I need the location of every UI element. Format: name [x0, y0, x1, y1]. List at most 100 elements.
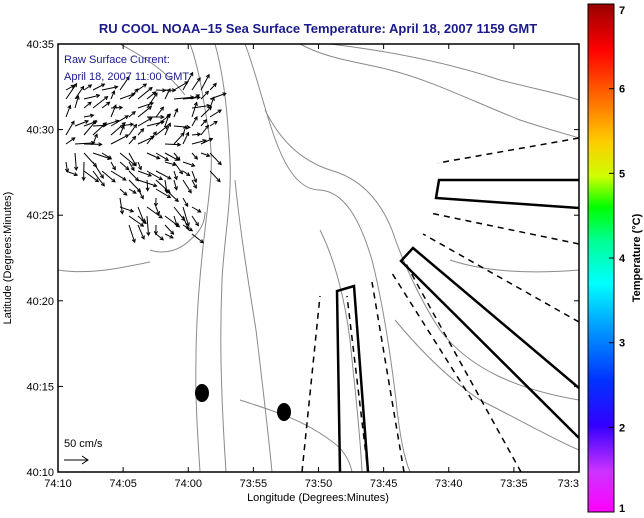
- current-vector-head: [159, 236, 165, 241]
- current-vector: [173, 170, 178, 180]
- current-vector: [200, 106, 212, 118]
- current-vector: [155, 152, 169, 161]
- current-vector: [137, 83, 147, 91]
- current-vector-head: [169, 234, 174, 239]
- current-vector: [128, 124, 137, 136]
- current-vector: [173, 81, 189, 91]
- current-vector-head: [120, 124, 125, 130]
- current-vector: [83, 101, 92, 109]
- current-vector-head: [195, 222, 199, 227]
- current-vector-head: [205, 73, 210, 79]
- current-vector: [164, 123, 171, 136]
- current-vector-head: [217, 161, 222, 166]
- current-vector-head: [100, 182, 105, 187]
- current-vector: [92, 161, 104, 179]
- current-vector: [92, 134, 98, 145]
- current-vector-head: [132, 135, 137, 141]
- current-vector-head: [216, 178, 221, 183]
- current-vector: [146, 92, 158, 109]
- current-vector: [119, 161, 130, 171]
- current-vector-head: [111, 90, 116, 95]
- colorbar-tick-label: 6: [619, 84, 625, 96]
- current-vector-head: [193, 178, 198, 184]
- current-vector: [182, 206, 190, 226]
- current-vector: [128, 170, 139, 182]
- current-vector: [155, 106, 164, 118]
- current-vector: [164, 88, 171, 100]
- current-vector: [119, 188, 128, 196]
- annotation-line-2: April 18, 2007 11:00 GMT: [64, 71, 189, 83]
- chart-title: RU COOL NOAA–15 Sea Surface Temperature:…: [99, 21, 537, 36]
- colorbar-tick-label: 5: [619, 168, 625, 180]
- current-vector: [146, 215, 150, 236]
- current-vector-head: [212, 82, 217, 88]
- current-vector-head: [150, 135, 155, 140]
- current-vector-head: [89, 113, 95, 118]
- current-vector-head: [147, 105, 153, 110]
- current-vector-head: [197, 208, 202, 213]
- current-vector: [209, 97, 215, 109]
- y-axis-label: Latitude (Degrees:Minutes): [2, 192, 14, 325]
- current-vector: [146, 152, 160, 160]
- current-vector: [182, 224, 193, 232]
- current-vector-head: [70, 120, 75, 125]
- current-vector: [173, 161, 183, 174]
- current-vector: [101, 86, 118, 91]
- current-vector: [200, 74, 210, 91]
- current-vector: [65, 105, 71, 118]
- current-vector-head: [67, 104, 72, 110]
- current-vector-head: [180, 132, 185, 137]
- current-vector-head: [174, 222, 179, 228]
- current-vector: [191, 179, 197, 189]
- current-vector: [200, 152, 210, 157]
- current-vector: [191, 206, 202, 213]
- current-vector-head: [196, 132, 202, 137]
- current-vector: [182, 170, 190, 176]
- scale-arrow: [64, 455, 89, 465]
- current-vector-head: [93, 133, 98, 138]
- current-vector: [191, 152, 198, 160]
- current-vector: [128, 152, 137, 166]
- plot-frame: [57, 43, 580, 473]
- black-dot-marker: [277, 403, 291, 421]
- current-vector-head: [189, 71, 194, 77]
- current-vector: [209, 109, 222, 118]
- current-vector: [164, 224, 174, 235]
- current-vector-head: [139, 222, 145, 227]
- current-vector-head: [124, 115, 129, 120]
- current-vector: [155, 170, 172, 180]
- current-vector-head: [146, 231, 151, 237]
- y-tick-label: 40:30: [26, 125, 54, 137]
- current-vector: [182, 72, 194, 91]
- current-vector: [128, 88, 139, 100]
- x-axis-ticks: 74:10 74:05 74:00 73:55 73:50 73:45 73:40 73:35…: [44, 44, 580, 490]
- current-vector-head: [152, 131, 157, 136]
- current-vector-head: [131, 238, 136, 244]
- y-tick-label: 40:35: [26, 39, 54, 51]
- current-vector-head: [174, 107, 179, 113]
- annotation-line-1: Raw Surface Current:: [64, 54, 170, 66]
- current-vector: [128, 161, 135, 171]
- current-vector: [209, 170, 221, 183]
- current-vector-head: [153, 202, 158, 208]
- current-vector-head: [185, 131, 190, 137]
- current-vector: [182, 179, 192, 193]
- current-vector: [110, 104, 117, 118]
- current-vector-head: [210, 96, 215, 101]
- current-vector: [74, 120, 89, 127]
- current-vector: [146, 170, 163, 180]
- current-vector-head: [179, 170, 184, 175]
- current-vector-head: [138, 166, 142, 171]
- current-vector: [200, 138, 213, 145]
- current-vector-head: [140, 235, 145, 240]
- current-vector-head: [84, 119, 89, 124]
- current-vector-head: [173, 175, 178, 181]
- current-vector: [173, 125, 190, 128]
- current-vector-head: [123, 191, 128, 196]
- current-vector-head: [100, 83, 106, 88]
- current-vector: [119, 152, 136, 166]
- current-vector-head: [193, 155, 199, 160]
- current-vector-head: [71, 137, 76, 142]
- map-contents: [58, 44, 579, 472]
